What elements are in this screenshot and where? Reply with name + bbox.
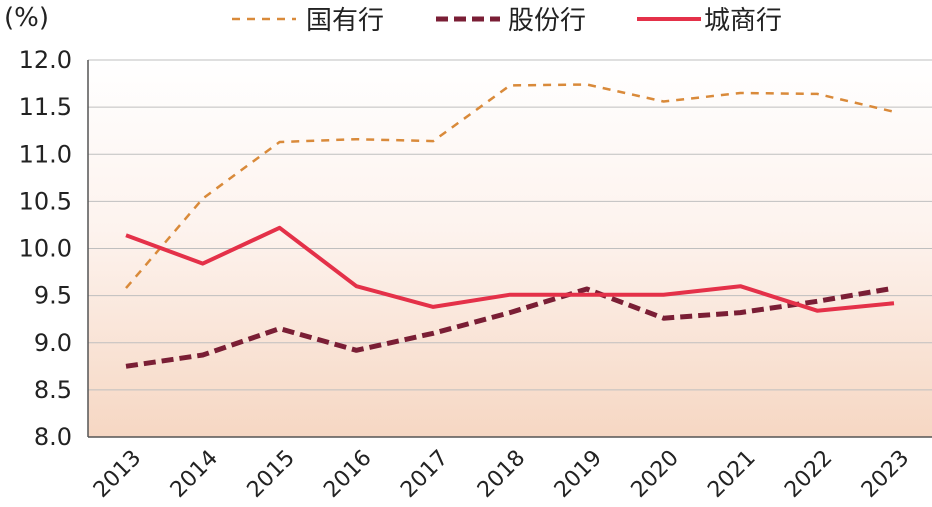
x-tick-label: 2022: [780, 446, 837, 503]
y-tick-label: 8.0: [34, 423, 72, 451]
legend-label-1: 国有行: [306, 6, 384, 36]
unit-label: (%): [4, 3, 49, 33]
x-tick-label: 2016: [319, 446, 376, 503]
series-line-2: [125, 285, 895, 369]
y-tick-label: 8.5: [34, 376, 72, 404]
series-line-1: [125, 83, 895, 289]
x-tick-label: 2015: [243, 446, 300, 503]
y-tick-label: 12.0: [19, 46, 72, 74]
x-tick-label: 2020: [627, 446, 684, 503]
x-tick-label: 2014: [166, 446, 223, 503]
x-tick-label: 2021: [703, 446, 760, 503]
x-tick-label: 2018: [473, 446, 530, 503]
legend-label-2: 股份行: [508, 6, 586, 36]
x-tick-label: 2019: [550, 446, 607, 503]
x-tick-label: 2023: [857, 446, 914, 503]
x-tick-label: 2013: [89, 446, 146, 503]
y-tick-label: 11.5: [19, 93, 72, 121]
y-tick-label: 10.5: [19, 187, 72, 215]
y-tick-label: 9.5: [34, 282, 72, 310]
y-tick-label: 11.0: [19, 140, 72, 168]
y-tick-label: 10.0: [19, 235, 72, 263]
x-tick-label: 2017: [396, 446, 453, 503]
series-line-3: [125, 225, 895, 313]
y-tick-label: 9.0: [34, 329, 72, 357]
legend-label-3: 城商行: [704, 6, 782, 36]
